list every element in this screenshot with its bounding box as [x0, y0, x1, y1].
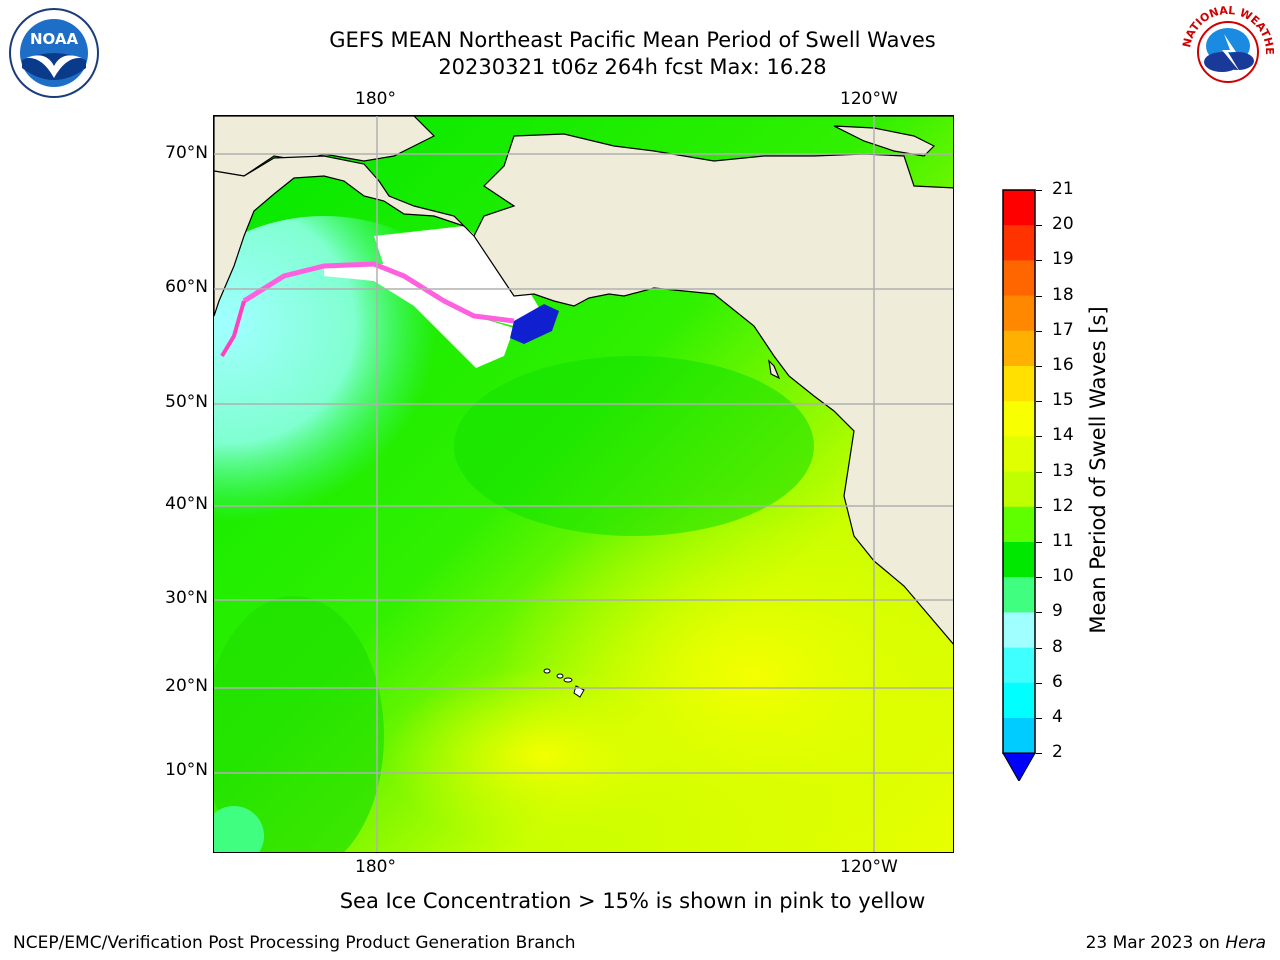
colorbar-tick-mark [1036, 330, 1042, 332]
lat-label-10n: 10°N [165, 760, 208, 780]
national-weather-service-logo-icon: NATIONAL WEATHER SERVICE [1180, 6, 1276, 96]
colorbar-tick-label: 10 [1052, 566, 1074, 587]
colorbar-tick-label: 4 [1052, 707, 1063, 727]
colorbar [1002, 188, 1036, 783]
siberia-land [214, 155, 475, 317]
colorbar-tick-mark [1036, 295, 1042, 297]
map-svg [214, 116, 953, 852]
colorbar-tick-mark [1036, 366, 1042, 367]
colorbar-segment [1003, 190, 1035, 226]
colorbar-segment [1003, 436, 1035, 473]
colorbar-tick-label: 15 [1052, 390, 1074, 411]
colorbar-segment [1003, 260, 1035, 297]
low-period-patch [510, 304, 559, 344]
colorbar-tick-label: 16 [1052, 355, 1074, 375]
chart-subtitle: 20230321 t06z 264h fcst Max: 16.28 [438, 55, 827, 79]
colorbar-tick-label: 9 [1052, 601, 1063, 622]
arctic-islands [833, 125, 936, 157]
colorbar-label: Mean Period of Swell Waves [s] [1086, 306, 1110, 634]
colorbar-segment [1003, 542, 1035, 578]
lon-label-bottom-120w: 120°W [840, 857, 898, 877]
colorbar-tick-label: 17 [1052, 319, 1074, 340]
colorbar-tick-label: 13 [1052, 460, 1074, 481]
sea-ice-area-2 [324, 264, 514, 368]
green-region-n [454, 356, 814, 536]
colorbar-segment [1003, 295, 1035, 332]
sea-ice-edge [242, 261, 515, 324]
colorbar-tick-mark [1036, 436, 1042, 438]
credit-right: 23 Mar 2023 on Hera [1086, 933, 1266, 953]
colorbar-tick-mark [1036, 190, 1042, 191]
colorbar-outline [1002, 189, 1036, 754]
colorbar-segment [1003, 366, 1035, 402]
colorbar-tick-mark [1036, 506, 1042, 508]
colorbar-tick-label: 8 [1052, 636, 1063, 657]
cyan-corner [214, 806, 264, 852]
lon-label-top-180: 180° [355, 89, 396, 109]
sea-ice-footnote: Sea Ice Concentration > 15% is shown in … [339, 889, 926, 913]
lon-label-bottom-180: 180° [355, 857, 396, 877]
lat-label-70n: 70°N [165, 143, 208, 163]
colorbar-tick-mark [1036, 753, 1042, 755]
colorbar-tick-label: 12 [1052, 495, 1074, 516]
colorbar-tick-mark [1036, 647, 1042, 649]
colorbar-tick-mark [1036, 542, 1042, 543]
colorbar-tick-label: 14 [1052, 425, 1074, 446]
lat-label-60n: 60°N [165, 277, 208, 297]
lat-label-50n: 50°N [165, 392, 208, 412]
north-america-land [214, 116, 953, 645]
sea-ice-edge-west [220, 300, 246, 358]
lat-label-20n: 20°N [165, 676, 208, 696]
colorbar-tick-mark [1036, 612, 1042, 614]
colorbar-tick-mark [1036, 225, 1042, 227]
colorbar-tick-mark [1036, 682, 1042, 684]
colorbar-segment [1003, 647, 1035, 684]
colorbar-svg [1002, 189, 1036, 783]
colorbar-tick-mark [1036, 471, 1042, 473]
svg-text:NOAA: NOAA [30, 30, 79, 48]
noaa-logo-icon: NOAA [9, 8, 99, 98]
colorbar-extend-triangle [1002, 752, 1036, 783]
credit-date: 23 Mar 2023 on [1085, 933, 1226, 953]
colorbar-tick-mark [1036, 718, 1042, 719]
colorbar-segment [1003, 330, 1035, 367]
colorbar-segment [1003, 506, 1035, 543]
graticule [214, 116, 953, 852]
colorbar-tick-label: 2 [1052, 742, 1063, 763]
colorbar-segment [1003, 577, 1035, 613]
colorbar-tick-label: 6 [1052, 671, 1063, 692]
colorbar-segment [1003, 401, 1035, 437]
colorbar-segment [1003, 612, 1035, 649]
colorbar-segment [1003, 471, 1035, 508]
lat-label-40n: 40°N [165, 494, 208, 514]
map-panel [213, 115, 954, 853]
green-region-sw [214, 596, 384, 852]
sea-ice-area [374, 226, 544, 326]
colorbar-segment [1003, 682, 1035, 719]
colorbar-tick-label: 11 [1052, 531, 1074, 551]
chart-title: GEFS MEAN Northeast Pacific Mean Period … [329, 28, 936, 52]
colorbar-tick-mark [1036, 260, 1042, 262]
colorbar-tick-label: 20 [1052, 214, 1074, 235]
land-masses [214, 116, 953, 645]
colorbar-tick-mark [1036, 577, 1042, 579]
colorbar-tick-label: 19 [1052, 249, 1074, 270]
colorbar-tick-mark [1036, 401, 1042, 403]
long-period-region-2 [384, 666, 704, 846]
colorbar-segment [1003, 225, 1035, 261]
colorbar-tick-label: 21 [1052, 179, 1074, 199]
colorbar-tick-label: 18 [1052, 284, 1074, 305]
credit-left: NCEP/EMC/Verification Post Processing Pr… [13, 933, 576, 953]
vancouver-island [768, 359, 781, 380]
credit-machine: Hera [1225, 933, 1266, 953]
lon-label-top-120w: 120°W [840, 89, 898, 109]
lat-label-30n: 30°N [165, 588, 208, 608]
colorbar-segment [1003, 718, 1035, 754]
